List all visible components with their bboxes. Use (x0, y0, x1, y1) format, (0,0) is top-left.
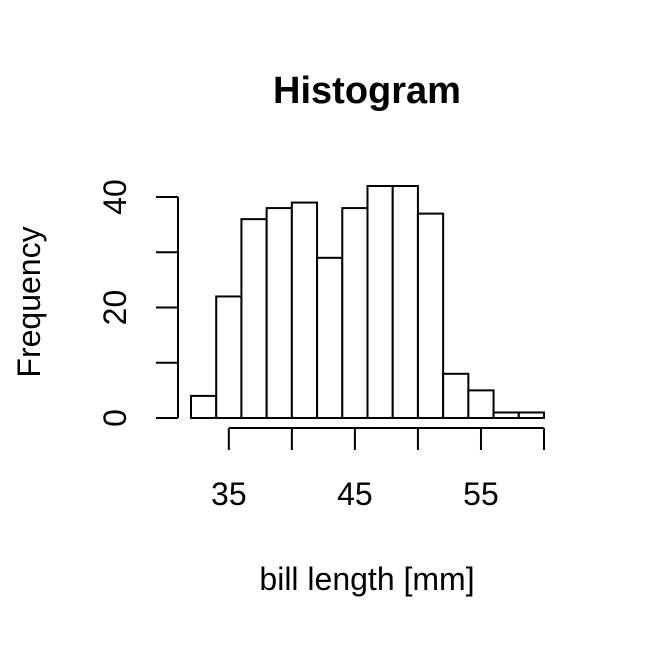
histogram-bar-4 (290, 201, 319, 419)
y-axis-label: Frequency (11, 226, 47, 377)
bars-group (190, 185, 545, 420)
y-axis: 0 20 40 (97, 179, 179, 427)
histogram-bar-12 (492, 411, 520, 420)
y-tick-label-0: 0 (97, 409, 133, 427)
histogram-bar-5 (316, 256, 344, 419)
x-tick-label-2: 55 (463, 476, 499, 512)
histogram-bar-2 (240, 218, 268, 419)
x-tick-label-1: 45 (337, 476, 373, 512)
x-tick-label-0: 35 (211, 476, 247, 512)
histogram-bar-1 (215, 295, 243, 420)
histogram-bar-6 (341, 207, 369, 419)
histogram-bar-11 (467, 389, 495, 419)
histogram-bar-0 (190, 394, 218, 419)
histogram-bar-7 (366, 185, 394, 419)
histogram-bar-9 (416, 212, 445, 419)
y-tick-label-2: 40 (97, 179, 133, 215)
histogram-bar-8 (391, 185, 419, 419)
histogram-bar-10 (442, 372, 470, 419)
histogram-bar-13 (517, 411, 545, 420)
chart-title: Histogram (273, 70, 461, 112)
y-tick-label-1: 20 (97, 290, 133, 326)
x-axis: 35 45 55 (211, 427, 545, 512)
x-axis-label: bill length [mm] (259, 561, 474, 597)
histogram-bar-3 (265, 207, 293, 419)
